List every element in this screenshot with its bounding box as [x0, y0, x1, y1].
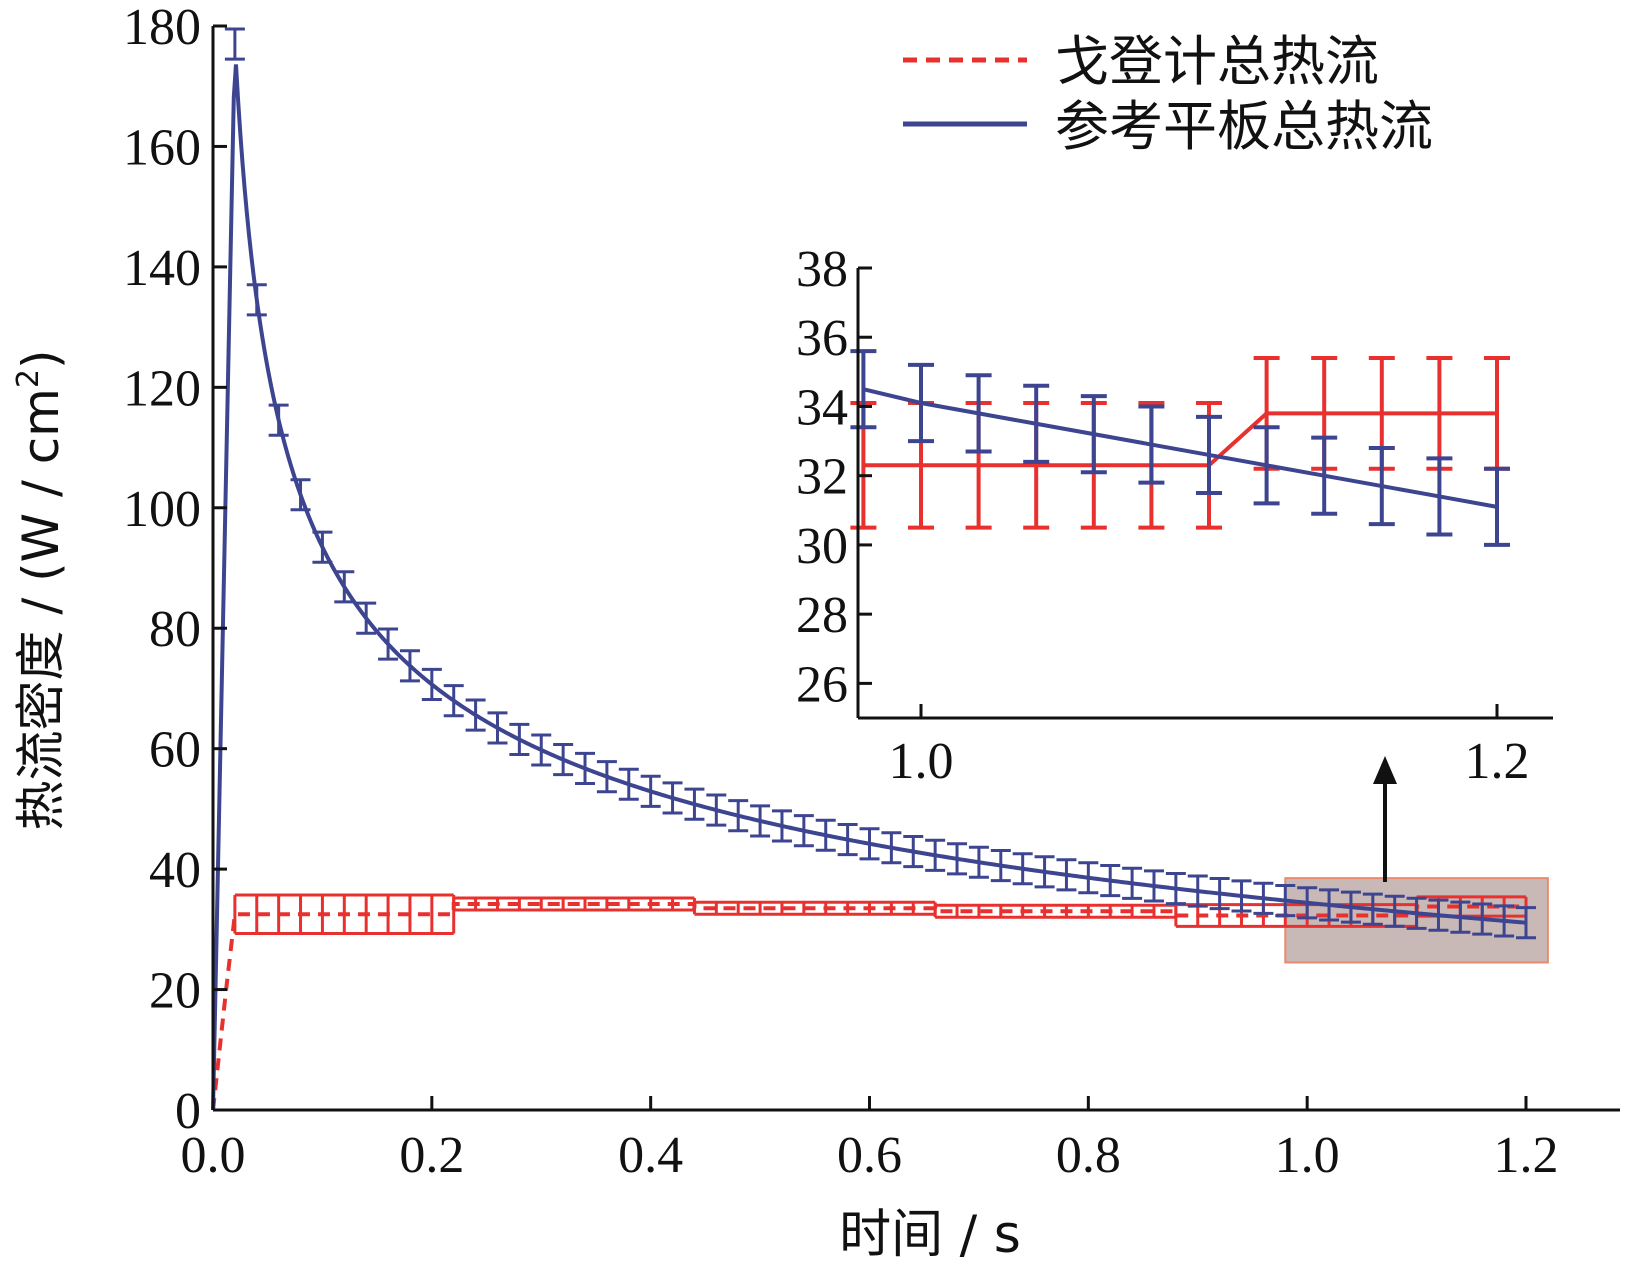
- y-tick-label: 160: [123, 119, 201, 176]
- y-tick-label: 20: [149, 963, 201, 1020]
- legend-label-reference: 参考平板总热流: [1055, 95, 1433, 158]
- x-axis-label: 时间 / s: [839, 1205, 1021, 1263]
- legend: 戈登计总热流 参考平板总热流: [903, 30, 1433, 158]
- x-tick-label: 0.6: [837, 1127, 902, 1184]
- x-tick-label: 0.8: [1056, 1127, 1121, 1184]
- inset-y-tick-label: 34: [796, 379, 848, 436]
- y-tick-label: 60: [149, 722, 201, 779]
- inset-y-tick-label: 32: [796, 449, 848, 506]
- x-tick-label: 1.0: [1275, 1127, 1340, 1184]
- series-reference-plate: [211, 27, 1536, 1111]
- y-axis-label-superscript: 2: [11, 369, 46, 388]
- inset-x-tick-label: 1.2: [1465, 733, 1530, 790]
- y-tick-label: 80: [149, 601, 201, 658]
- zoom-arrow: [1373, 756, 1397, 882]
- y-tick-label: 140: [123, 240, 201, 297]
- main-axes: [211, 26, 1620, 1112]
- y-axis-label-main: 热流密度 / (W / cm: [12, 388, 70, 830]
- main-y-ticks: 0 20 40 60 80 100 120 140 160 180: [123, 0, 227, 1140]
- svg-text:热流密度 / (W / cm2): 热流密度 / (W / cm2): [11, 349, 70, 830]
- inset-axes: [856, 268, 1553, 720]
- y-tick-label: 0: [175, 1083, 201, 1140]
- x-tick-label: 1.2: [1494, 1127, 1559, 1184]
- y-tick-label: 100: [123, 481, 201, 538]
- series-gordon-gauge: [211, 893, 1528, 1111]
- inset-zoom-plot: 1.0 1.2 26 28 30 32 34 36 38: [796, 240, 1558, 790]
- inset-y-tick-label: 28: [796, 587, 848, 644]
- x-tick-label: 0.4: [618, 1127, 683, 1184]
- inset-y-ticks: 26 28 30 32 34 36 38: [796, 241, 872, 713]
- y-tick-label: 40: [149, 842, 201, 899]
- inset-x-tick-label: 1.0: [889, 733, 954, 790]
- inset-y-tick-label: 38: [796, 241, 848, 298]
- legend-label-gordon: 戈登计总热流: [1055, 30, 1379, 93]
- main-plot-area: 0.0 0.2 0.4 0.6 0.8 1.0 1.2 0 20 40 60 80 100 120 140…: [123, 0, 1620, 1184]
- gordon-gauge-line: [211, 902, 1526, 1111]
- inset-series-reference-plate: [850, 349, 1510, 547]
- y-axis-label-close: ): [12, 349, 70, 369]
- y-axis-label: 热流密度 / (W / cm2): [11, 349, 70, 830]
- x-tick-label: 0.0: [181, 1127, 246, 1184]
- x-tick-label: 0.2: [399, 1127, 464, 1184]
- inset-x-ticks: 1.0 1.2: [889, 704, 1530, 790]
- inset-y-tick-label: 36: [796, 310, 848, 367]
- inset-reference-line: [862, 387, 1498, 509]
- y-tick-label: 120: [123, 360, 201, 417]
- main-x-ticks: 0.0 0.2 0.4 0.6 0.8 1.0 1.2: [181, 1096, 1559, 1184]
- y-tick-label: 180: [123, 0, 201, 56]
- inset-y-tick-label: 26: [796, 656, 848, 713]
- inset-gordon-line: [863, 411, 1497, 468]
- inset-y-tick-label: 30: [796, 518, 848, 575]
